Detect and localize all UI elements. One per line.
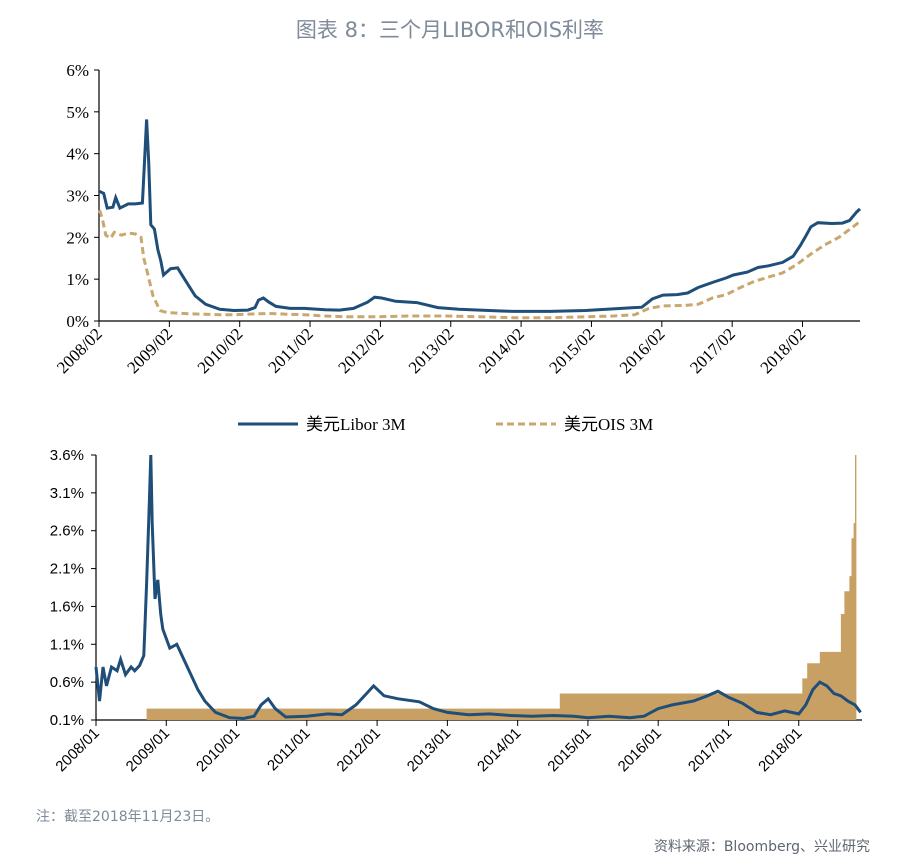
top-y-tick-label: 4% xyxy=(66,145,89,164)
top-y-tick-label: 1% xyxy=(66,270,89,289)
top-x-tick-label: 2011/02 xyxy=(264,324,316,376)
top-x-tick-label: 2012/02 xyxy=(334,324,387,377)
bottom-y-ticks: 0.1% 0.6% 1.1% 1.6% 2.1% 2.6% 3.1% 3.6% xyxy=(50,447,96,729)
bottom-chart-axes xyxy=(95,455,862,721)
bottom-x-ticks: 2008/01 2009/01 2010/01 2011/01 2012/01 2013/… xyxy=(52,720,806,775)
spread-line xyxy=(94,454,862,721)
top-x-tick-label: 2013/02 xyxy=(405,324,458,377)
top-chart-axes xyxy=(98,70,860,322)
bottom-y-tick-label: 2.6% xyxy=(50,523,84,540)
bottom-x-tick-label: 2011/01 xyxy=(264,725,314,775)
bottom-x-tick-label: 2009/01 xyxy=(123,725,173,775)
top-y-tick-label: 0% xyxy=(66,312,89,331)
bottom-y-tick-label: 0.1% xyxy=(50,712,84,729)
ois-series-line xyxy=(98,209,861,320)
top-y-ticks: 0% 1% 2% 3% 4% 5% 6% xyxy=(66,61,99,331)
top-x-ticks: 2008/02 2009/02 2010/02 2011/02 2012/02 2013/… xyxy=(53,321,809,377)
spread-area xyxy=(146,455,857,720)
libor-series-line xyxy=(98,119,862,313)
top-x-tick-label: 2017/02 xyxy=(686,324,739,377)
bottom-x-tick-label: 2018/01 xyxy=(755,725,805,775)
top-y-tick-label: 5% xyxy=(66,103,89,122)
chart-title: 图表 8：三个月LIBOR和OIS利率 xyxy=(295,18,605,42)
bottom-y-tick-label: 1.1% xyxy=(50,636,84,653)
bottom-x-tick-label: 2014/01 xyxy=(474,725,524,775)
bottom-y-tick-label: 3.1% xyxy=(50,485,84,502)
top-x-tick-label: 2014/02 xyxy=(475,324,528,377)
bottom-x-tick-label: 2008/01 xyxy=(52,725,102,775)
source-note: 资料来源：Bloomberg、兴业研究 xyxy=(653,839,870,855)
bottom-x-tick-label: 2012/01 xyxy=(334,725,384,775)
bottom-y-tick-label: 0.6% xyxy=(50,674,84,691)
bottom-x-tick-label: 2010/01 xyxy=(193,725,243,775)
top-x-tick-label: 2008/02 xyxy=(53,324,106,377)
top-y-tick-label: 2% xyxy=(66,228,89,247)
legend: 美元Libor 3M 美元OIS 3M xyxy=(238,415,653,434)
bottom-x-tick-label: 2017/01 xyxy=(685,725,735,775)
top-x-tick-label: 2016/02 xyxy=(616,324,669,377)
bottom-y-tick-label: 1.6% xyxy=(50,598,84,615)
legend-ois-label: 美元OIS 3M xyxy=(564,415,653,434)
bottom-x-tick-label: 2013/01 xyxy=(404,725,454,775)
bottom-x-tick-label: 2015/01 xyxy=(544,725,594,775)
bottom-y-tick-label: 2.1% xyxy=(50,561,84,578)
bottom-y-tick-label: 3.6% xyxy=(50,447,84,464)
top-x-tick-label: 2018/02 xyxy=(757,324,810,377)
bottom-x-tick-label: 2016/01 xyxy=(615,725,665,775)
legend-libor-label: 美元Libor 3M xyxy=(306,415,406,434)
top-y-tick-label: 6% xyxy=(66,61,89,80)
top-y-tick-label: 3% xyxy=(66,187,89,206)
footnote: 注：截至2018年11月23日。 xyxy=(36,809,220,825)
top-x-tick-label: 2010/02 xyxy=(194,324,247,377)
top-x-tick-label: 2009/02 xyxy=(123,324,176,377)
top-x-tick-label: 2015/02 xyxy=(545,324,598,377)
